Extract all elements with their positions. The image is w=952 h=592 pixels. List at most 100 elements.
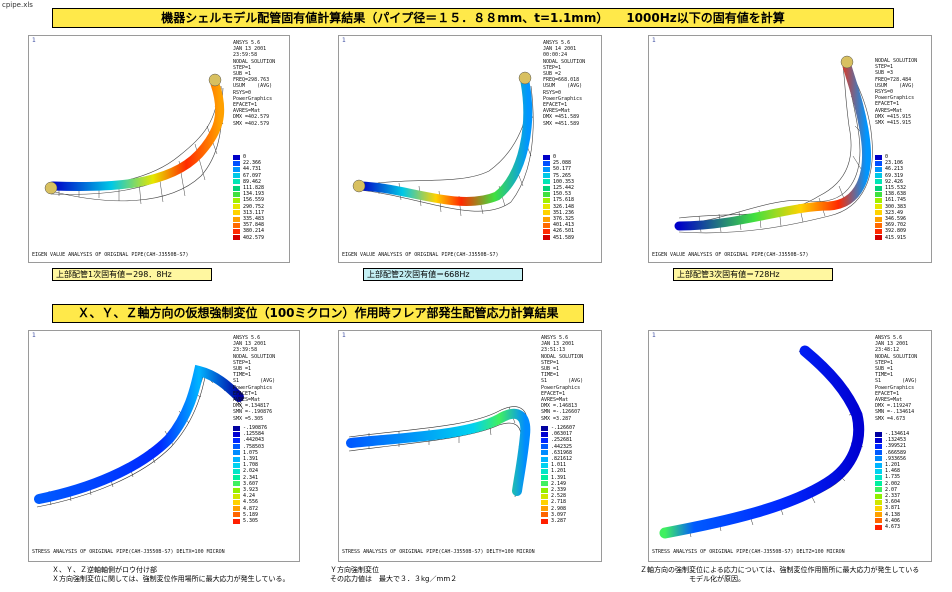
legend-swatch (541, 506, 548, 512)
info-line: SUB =1 (233, 71, 252, 78)
info-line: STEP=1 (233, 359, 252, 366)
legend-entry: .442043 (233, 437, 264, 443)
mode-shape-panel-1[interactable]: 1 ANSYS 5.6 JAN 13 2001 23:59:58 NODAL SOLU… (28, 35, 290, 263)
legend-swatch (875, 474, 882, 480)
legend-swatch (543, 185, 550, 191)
info-line: ANSYS 5.6 (543, 40, 571, 46)
legend-entry: 23.106 (875, 160, 903, 166)
legend-swatch (543, 166, 550, 172)
info-line: JAN 13 2001 (233, 46, 267, 53)
legend-value: .063017 (551, 431, 573, 438)
legend-entry: 22.366 (233, 160, 261, 166)
legend-entry: 2.07 (875, 487, 897, 493)
legend-swatch (875, 512, 882, 518)
info-line: EFACET=1 (875, 101, 900, 108)
legend-entry: 1.735 (875, 474, 900, 480)
legend-value: .442043 (243, 437, 265, 444)
legend-swatch (875, 191, 882, 197)
legend-value: 5.305 (243, 518, 259, 524)
info-line: STEP=1 (541, 359, 560, 366)
file-name-label: cpipe.xls (2, 1, 33, 9)
legend-entry: -.190876 (233, 425, 267, 431)
legend-swatch (233, 191, 240, 197)
legend-swatch (875, 204, 882, 210)
legend-value: 1.201 (551, 468, 567, 475)
legend-value: 25.088 (553, 160, 572, 167)
legend-entry: 300.383 (875, 204, 906, 210)
info-line: FREQ=728.484 (875, 76, 912, 83)
legend-entry: 5.189 (233, 512, 258, 518)
info-line: AVRES=Mat (541, 397, 569, 404)
legend-swatch (233, 228, 240, 234)
info-line: STEP=1 (875, 359, 894, 366)
info-line: AVRES=Mat (875, 397, 903, 404)
legend-swatch (541, 431, 548, 437)
legend-value: 1.391 (551, 474, 567, 481)
legend-swatch (541, 425, 548, 431)
stress-panel-x[interactable]: 1 ANSYS 5.6 JAN 13 2001 23:39:58 NODAL SOLU… (28, 330, 300, 562)
legend-swatch (541, 456, 548, 462)
legend-swatch (543, 173, 550, 179)
legend-swatch (875, 456, 882, 462)
legend-entry: 161.745 (875, 197, 906, 203)
legend-entry: 2.528 (541, 493, 566, 499)
legend-entry: 3.287 (541, 518, 566, 524)
legend-swatch (543, 154, 550, 160)
info-line: STEP=1 (543, 64, 562, 71)
stress-note-y: Ｙ方向強制変位 その応力値は 最大で３．３kg／mm２ (330, 566, 458, 583)
legend-swatch (875, 437, 882, 443)
mode-shape-panel-3[interactable]: 1 NODAL SOLUTION STEP=1 SUB =3 FREQ=728.484… (648, 35, 932, 263)
info-line: SUB =2 (543, 71, 562, 78)
legend-value: 4.556 (243, 499, 259, 506)
legend-swatch (543, 191, 550, 197)
info-line: TIME=1 (233, 372, 252, 379)
viewport-number: 1 (342, 37, 346, 44)
info-line: SMX =402.579 (233, 120, 270, 127)
info-line: EFACET=1 (233, 102, 258, 109)
legend-swatch (875, 481, 882, 487)
stress-panel-z[interactable]: 1 ANSYS 5.6 JAN 13 2001 23:48:12 NODAL SOLU… (648, 330, 932, 562)
legend-entry: 1.708 (233, 462, 258, 468)
mode-shape-panel-2[interactable]: 1 ANSYS 5.6 JAN 14 2001 00:00:24 NODAL SOLU… (338, 35, 602, 263)
legend-value: 380.214 (243, 228, 265, 235)
legend-value: 2.149 (551, 480, 567, 487)
info-line: DMX =.146813 (541, 403, 578, 410)
legend-entry: 0 (233, 154, 246, 160)
mode-1-frequency-label: 上部配管1次固有値＝298．8Hz (52, 268, 212, 281)
info-line: RSYS=0 (875, 89, 894, 96)
legend-swatch (875, 518, 882, 524)
legend-entry: 1.468 (875, 468, 900, 474)
stress-results-banner: Ｘ、Ｙ、Ｚ軸方向の仮想強制変位（100ミクロン）作用時フレア部発生配管応力計算結… (52, 304, 584, 323)
legend-value: 3.923 (243, 487, 259, 493)
legend-entry: 451.589 (543, 235, 574, 241)
stress-panel-y[interactable]: 1 ANSYS 5.6 JAN 13 2001 23:51:13 NODAL SOLU… (338, 330, 602, 562)
stress-note-z: Ｚ軸方向の強制変位による応力については、強制変位作用箇所に最大応力が発生している… (640, 566, 920, 583)
legend-swatch (233, 154, 240, 160)
stress-plot-y (346, 406, 531, 498)
info-line: RSYS=0 (543, 89, 562, 96)
legend-entry: 75.265 (543, 173, 571, 179)
legend-entry: 401.413 (543, 222, 574, 228)
legend-entry: 4.673 (875, 524, 900, 530)
legend-value: 150.53 (553, 191, 572, 198)
legend-value: 326.148 (553, 203, 575, 210)
legend-value: .132453 (885, 437, 907, 444)
legend-value: 323.49 (885, 209, 904, 216)
info-line: EFACET=1 (541, 390, 566, 397)
mode-shape-plot-2 (352, 71, 534, 217)
legend-value: 290.752 (243, 203, 265, 210)
legend-entry: 2.149 (541, 481, 566, 487)
legend-entry: 1.391 (541, 475, 566, 481)
viewport-number: 1 (32, 332, 36, 339)
legend-swatch (875, 450, 882, 456)
info-line: ANSYS 5.6 (875, 335, 903, 341)
legend-entry: 50.177 (543, 166, 571, 172)
viewport-number: 1 (652, 332, 656, 339)
legend-swatch (541, 468, 548, 474)
legend-value: 138.638 (885, 191, 907, 198)
info-line: JAN 14 2001 (543, 46, 577, 53)
info-line: PowerGraphics (875, 95, 915, 102)
info-line: SUB =1 (541, 366, 560, 373)
info-line: S1 (AVG) (233, 378, 276, 385)
legend-entry: 1.201 (875, 462, 900, 468)
